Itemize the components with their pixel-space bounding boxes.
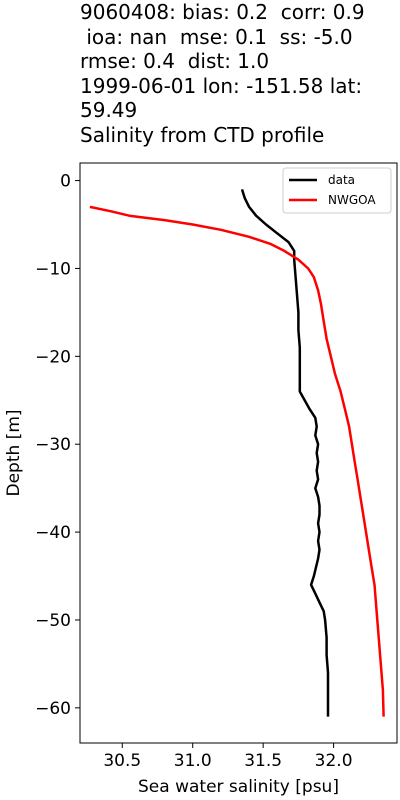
legend-label: NWGOA [328, 193, 376, 207]
y-tick-label: 0 [60, 172, 71, 192]
y-tick-label: −60 [35, 699, 71, 719]
y-axis: 0 −10 −20 −30 −40 −50 −60 [35, 172, 80, 719]
y-tick-label: −30 [35, 435, 71, 455]
x-tick-label: 30.5 [103, 751, 141, 771]
series-line-data [240, 189, 330, 717]
title-line-6: Salinity from CTD profile [80, 122, 325, 147]
title-line-1: 9060408: bias: 0.2 corr: 0.9 [80, 0, 365, 24]
title-line-4: 1999-06-01 lon: -151.58 lat: [80, 73, 363, 98]
y-tick-label: −20 [35, 347, 71, 367]
x-tick-label: 31.5 [244, 751, 282, 771]
title-line-3: rmse: 0.4 dist: 1.0 [80, 49, 270, 73]
x-tick-label: 32.0 [315, 751, 353, 771]
series-line-nwgoa [89, 205, 385, 717]
x-tick-label: 31.0 [174, 751, 212, 771]
y-tick-label: −50 [35, 611, 71, 631]
plot-frame [79, 162, 398, 744]
y-tick-label: −10 [35, 259, 71, 279]
title-line-2: ioa: nan mse: 0.1 ss: -5.0 [80, 24, 353, 49]
x-axis: 30.5 31.0 31.5 32.0 [103, 743, 353, 771]
y-tick-label: −40 [35, 523, 71, 543]
legend: data NWGOA [282, 167, 392, 214]
x-axis-label: Sea water salinity [psu] [138, 777, 339, 797]
chart-title: 9060408: bias: 0.2 corr: 0.9 ioa: nan ms… [80, 0, 398, 147]
series-layer [89, 189, 385, 717]
title-line-5: 59.49 [80, 98, 138, 122]
legend-label: data [328, 173, 355, 187]
y-axis-label: Depth [m] [4, 409, 24, 496]
